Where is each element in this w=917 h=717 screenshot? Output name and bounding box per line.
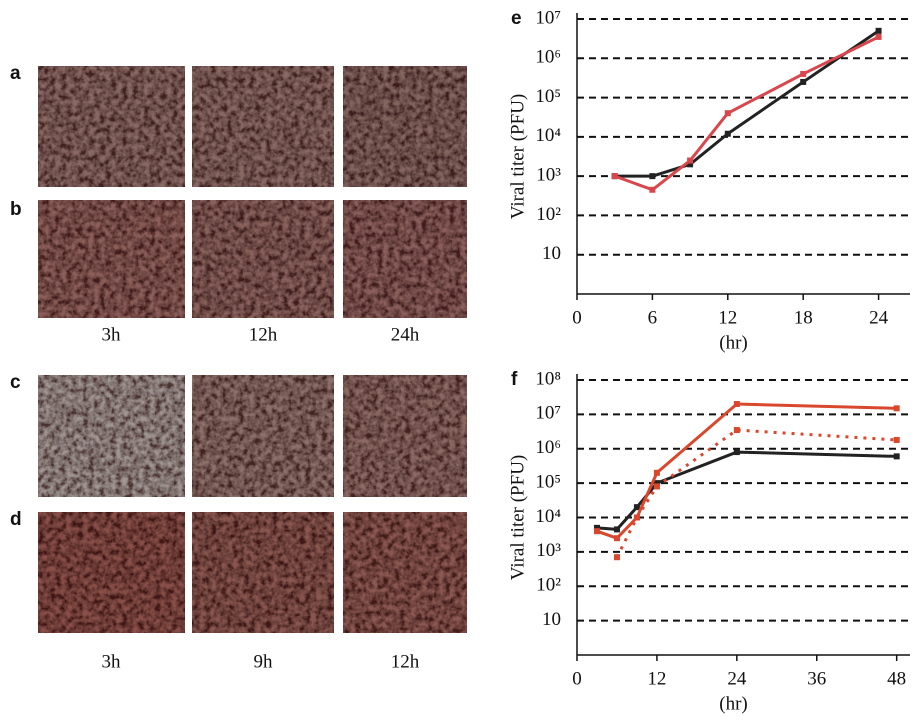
data-point <box>653 483 660 490</box>
y-tick-label: 10⁴ <box>535 506 561 527</box>
x-tick-label: 12 <box>647 668 666 689</box>
data-point <box>613 535 620 542</box>
panel-label: c <box>10 372 21 393</box>
micrograph <box>38 200 185 318</box>
data-point <box>875 27 882 34</box>
x-axis-label: (hr) <box>719 693 747 714</box>
micrograph <box>192 66 334 187</box>
y-tick-label: 10⁴ <box>535 125 561 146</box>
y-tick-label: 10⁵ <box>535 471 561 492</box>
time-label: 12h <box>391 651 420 672</box>
data-point <box>875 33 882 40</box>
data-point <box>687 161 694 168</box>
data-point <box>724 130 731 137</box>
y-tick-label: 10⁷ <box>535 403 561 424</box>
data-point <box>653 469 660 476</box>
data-point <box>687 157 694 164</box>
data-point <box>733 427 740 434</box>
time-label: 3h <box>102 324 122 345</box>
data-point <box>649 173 656 180</box>
x-tick-label: 0 <box>572 668 582 689</box>
y-tick-label: 10⁵ <box>535 86 561 107</box>
data-point <box>893 453 900 460</box>
x-tick-label: 48 <box>887 668 906 689</box>
micrograph <box>192 512 334 633</box>
data-point <box>893 436 900 443</box>
panel-label: f <box>511 369 518 390</box>
y-tick-label: 10³ <box>536 165 561 186</box>
data-point <box>611 173 618 180</box>
y-tick-label: 10 <box>542 243 561 264</box>
time-label: 9h <box>254 651 274 672</box>
panel-label: e <box>511 8 522 29</box>
x-tick-label: 0 <box>572 307 582 328</box>
data-point <box>633 504 640 511</box>
x-tick-label: 12 <box>718 307 737 328</box>
data-point <box>800 70 807 77</box>
panel-label: d <box>10 509 22 530</box>
micrograph <box>343 66 467 187</box>
data-point <box>649 186 656 193</box>
data-point <box>893 405 900 412</box>
data-point <box>800 78 807 85</box>
data-point <box>633 514 640 521</box>
micrograph <box>343 375 467 497</box>
data-point <box>733 401 740 408</box>
y-tick-label: 10 <box>542 609 561 630</box>
y-tick-label: 10⁶ <box>535 437 561 458</box>
data-point <box>593 524 600 531</box>
micrograph <box>192 200 334 318</box>
y-axis-label: Viral titer (PFU) <box>507 94 528 220</box>
micrographs <box>38 66 467 633</box>
y-tick-label: 10³ <box>536 540 561 561</box>
time-label: 12h <box>249 324 278 345</box>
series-line <box>614 29 880 178</box>
micrograph <box>38 66 185 187</box>
data-point <box>613 554 620 561</box>
series-line <box>614 35 880 192</box>
y-tick-label: 10² <box>536 575 561 596</box>
data-point <box>653 480 660 487</box>
series-line <box>596 402 897 540</box>
time-label: 24h <box>391 324 420 345</box>
x-axis-label: (hr) <box>719 332 747 353</box>
micrograph <box>343 512 467 633</box>
data-point <box>733 449 740 456</box>
micrograph <box>38 375 185 497</box>
y-tick-label: 10⁷ <box>535 7 561 28</box>
data-point <box>593 528 600 535</box>
data-point <box>724 110 731 117</box>
y-tick-label: 10⁸ <box>535 368 561 389</box>
y-axis-label: Viral titer (PFU) <box>507 455 528 581</box>
x-tick-label: 24 <box>869 307 889 328</box>
panel-label: b <box>10 199 22 220</box>
micrograph <box>38 512 185 633</box>
data-point <box>613 526 620 533</box>
micrograph <box>192 375 334 497</box>
y-tick-label: 10² <box>536 204 561 225</box>
y-tick-label: 10⁶ <box>535 47 561 68</box>
x-tick-label: 24 <box>727 668 747 689</box>
x-tick-label: 6 <box>648 307 658 328</box>
x-tick-label: 36 <box>807 668 826 689</box>
micrograph <box>343 200 467 318</box>
time-label: 3h <box>102 651 122 672</box>
x-tick-label: 18 <box>794 307 813 328</box>
panel-label: a <box>10 63 21 84</box>
